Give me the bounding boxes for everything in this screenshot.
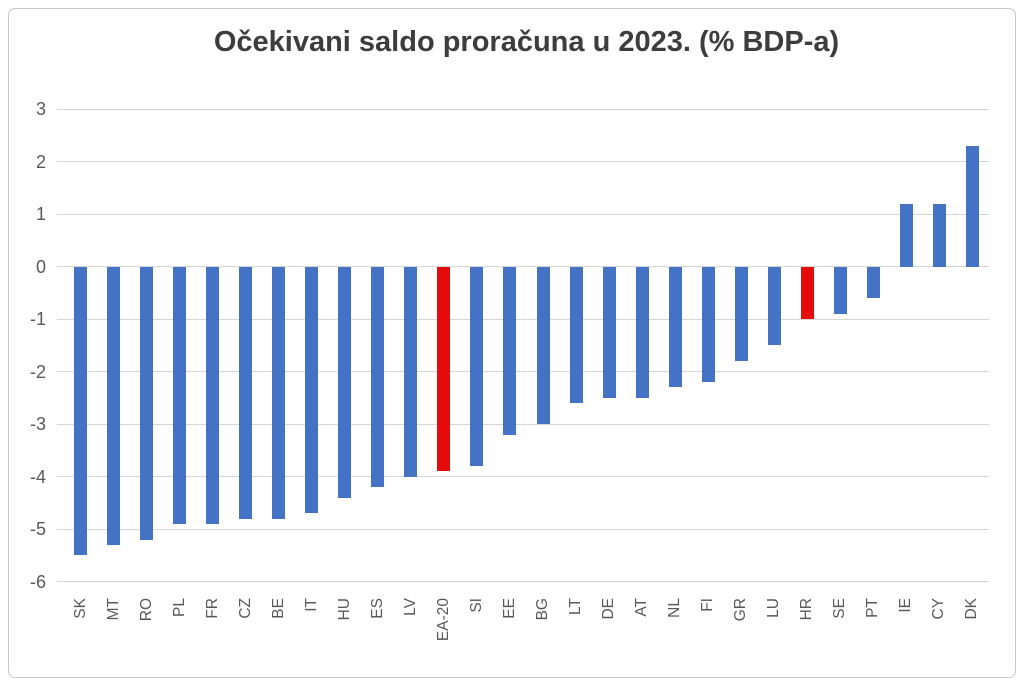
x-axis-label-bg: BG — [534, 598, 552, 621]
y-axis-tick-label: 0 — [35, 256, 46, 277]
bar-ea-20 — [437, 266, 451, 472]
x-axis-label-dk: DK — [963, 598, 981, 620]
y-axis-tick-label: -5 — [29, 519, 46, 540]
y-axis-tick-label: -2 — [29, 361, 46, 382]
x-axis-label-ro: RO — [137, 598, 155, 622]
gridline — [57, 423, 989, 425]
gridline — [57, 161, 989, 163]
bar-gr — [734, 266, 748, 362]
x-axis-label-pt: PT — [864, 598, 882, 618]
gridline — [57, 108, 989, 110]
bar-pl — [173, 266, 187, 524]
bar-at — [635, 266, 649, 398]
x-axis-label-nl: NL — [666, 598, 684, 618]
bar-dk — [965, 145, 979, 267]
bar-ro — [140, 266, 154, 540]
bar-ee — [503, 266, 517, 435]
x-axis-label-hu: HU — [335, 598, 353, 621]
y-axis-tick-label: 3 — [35, 99, 46, 120]
bar-pt — [866, 266, 880, 299]
bar-cy — [932, 203, 946, 267]
y-axis-tick-label: -3 — [29, 414, 46, 435]
x-axis-label-fi: FI — [699, 598, 717, 612]
gridline — [57, 371, 989, 373]
bar-lv — [404, 266, 418, 477]
x-axis-label-it: IT — [302, 598, 320, 612]
gridline — [57, 213, 989, 215]
bar-cz — [239, 266, 253, 519]
x-axis-label-es: ES — [368, 598, 386, 619]
y-axis-tick-label: -4 — [29, 466, 46, 487]
bar-fi — [701, 266, 715, 383]
gridline — [57, 318, 989, 320]
gridline — [57, 581, 989, 583]
x-axis-label-fr: FR — [203, 598, 221, 619]
bar-se — [833, 266, 847, 314]
x-axis-label-ee: EE — [500, 598, 518, 619]
y-axis-tick-label: -6 — [29, 571, 46, 592]
bar-ie — [899, 203, 913, 267]
bar-mt — [107, 266, 121, 545]
bar-si — [470, 266, 484, 467]
x-axis-label-se: SE — [831, 598, 849, 619]
x-axis-label-sk: SK — [71, 598, 89, 619]
bar-lt — [569, 266, 583, 404]
y-axis-tick-label: 2 — [35, 151, 46, 172]
gridline — [57, 266, 989, 268]
y-axis-tick-label: 1 — [35, 204, 46, 225]
x-axis-label-at: AT — [633, 598, 651, 617]
bar-es — [371, 266, 385, 488]
x-axis-label-mt: MT — [104, 598, 122, 621]
x-axis-label-cz: CZ — [236, 598, 254, 619]
x-axis-label-ea-20: EA-20 — [434, 598, 452, 642]
x-axis-label-cy: CY — [930, 598, 948, 620]
bar-hu — [338, 266, 352, 498]
x-axis-label-gr: GR — [732, 598, 750, 622]
bar-it — [305, 266, 319, 514]
x-axis-label-lv: LV — [401, 598, 419, 616]
x-axis-label-lu: LU — [765, 598, 783, 618]
bar-lu — [767, 266, 781, 346]
x-axis-label-hr: HR — [798, 598, 816, 621]
bar-hr — [800, 266, 814, 320]
x-axis-label-ie: IE — [897, 598, 915, 613]
chart-title: Očekivani saldo proračuna u 2023. (% BDP… — [213, 26, 840, 58]
bar-sk — [74, 266, 88, 556]
bar-bg — [536, 266, 550, 425]
x-axis-label-de: DE — [600, 598, 618, 620]
bar-de — [602, 266, 616, 398]
gridline — [57, 476, 989, 478]
y-axis-tick-label: -1 — [29, 309, 46, 330]
bar-be — [272, 266, 286, 519]
x-axis-label-si: SI — [467, 598, 485, 613]
x-axis-label-lt: LT — [567, 598, 585, 615]
gridline — [57, 528, 989, 530]
bar-fr — [206, 266, 220, 524]
x-axis-label-pl: PL — [170, 598, 188, 617]
bar-nl — [668, 266, 682, 388]
x-axis-label-be: BE — [269, 598, 287, 619]
